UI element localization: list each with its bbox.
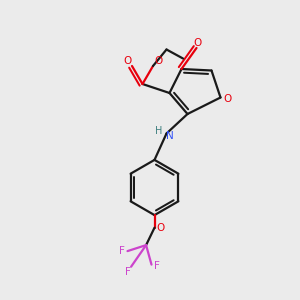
Text: O: O <box>123 56 132 66</box>
Text: O: O <box>194 38 202 48</box>
Text: O: O <box>154 56 163 67</box>
Text: F: F <box>125 267 131 277</box>
Text: O: O <box>224 94 232 104</box>
Text: N: N <box>166 131 174 141</box>
Text: F: F <box>154 261 160 271</box>
Text: H: H <box>155 126 163 136</box>
Text: O: O <box>156 223 165 233</box>
Text: F: F <box>119 246 125 256</box>
